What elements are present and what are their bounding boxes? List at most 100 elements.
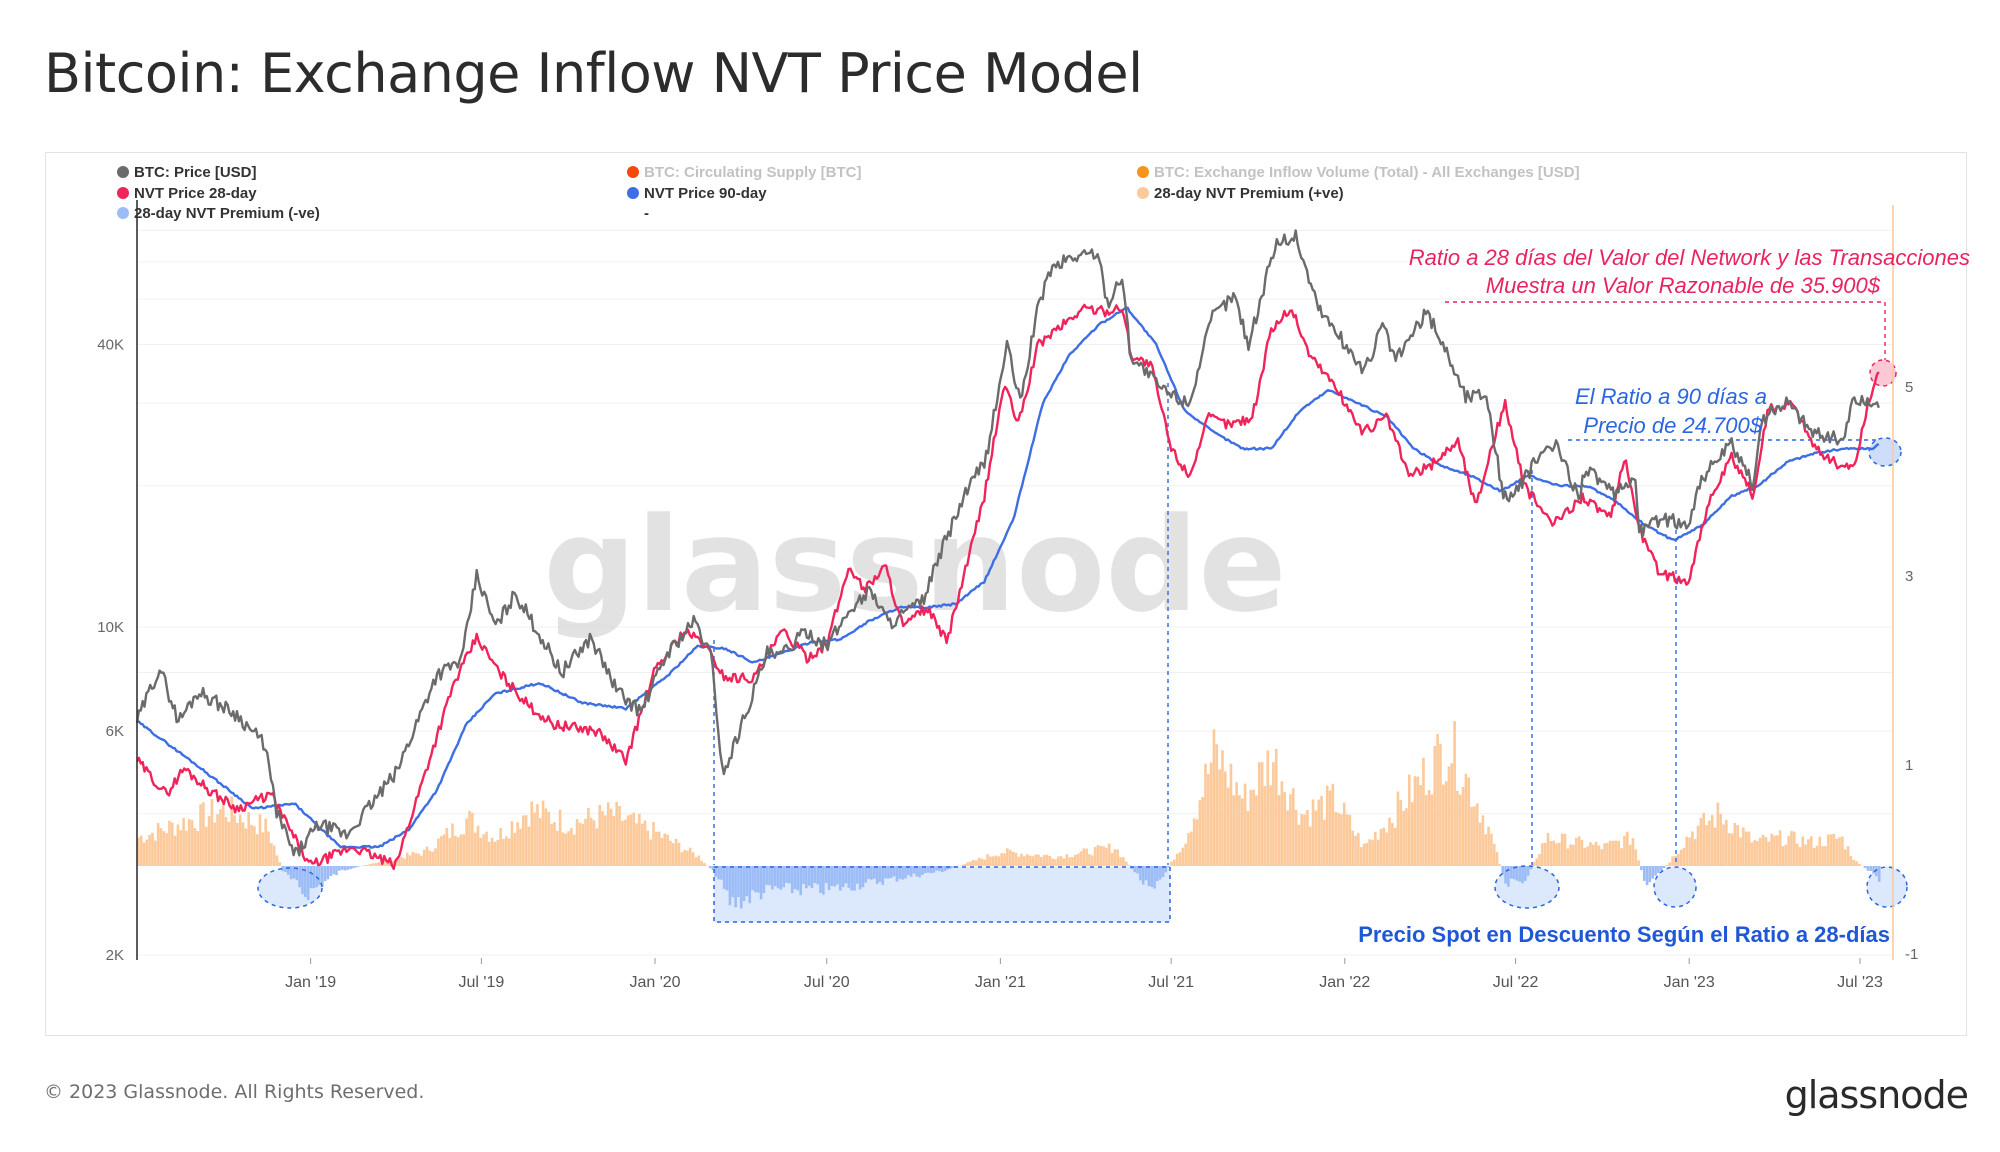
- premium-bar-positive: [1232, 795, 1236, 866]
- premium-bar-negative: [864, 866, 868, 883]
- premium-bar-negative: [810, 866, 814, 889]
- y-tick-label-right: 3: [1905, 568, 1913, 585]
- premium-bar-negative: [867, 866, 870, 879]
- premium-bar-negative: [354, 866, 358, 868]
- premium-bar-positive: [1713, 827, 1717, 866]
- premium-bar-positive: [1224, 771, 1227, 866]
- x-tick-label: Jul '23: [1837, 974, 1883, 991]
- premium-bar-positive: [1088, 854, 1091, 866]
- annotation-text: Muestra un Valor Razonable de 35.900$: [1486, 273, 1881, 298]
- premium-bar-positive: [1243, 783, 1247, 866]
- premium-bar-positive: [1575, 837, 1578, 866]
- premium-bar-positive: [1368, 839, 1371, 866]
- premium-bar-positive: [604, 815, 607, 866]
- premium-bar-positive: [589, 817, 593, 866]
- premium-bar-negative: [343, 866, 347, 871]
- premium-bar-positive: [1051, 858, 1054, 866]
- premium-bar-positive: [1246, 811, 1250, 866]
- premium-bar-positive: [414, 853, 418, 866]
- premium-bar-positive: [1775, 835, 1779, 866]
- premium-bar-negative: [1866, 866, 1870, 871]
- premium-bar-positive: [1855, 861, 1858, 866]
- premium-bar-positive: [236, 822, 239, 866]
- premium-bar-positive: [1402, 810, 1405, 866]
- premium-bar-positive: [363, 865, 367, 866]
- premium-bar-positive: [1020, 853, 1023, 866]
- premium-bar-negative: [717, 866, 720, 880]
- premium-bar-positive: [1034, 854, 1037, 866]
- x-tick-label: Jan '20: [629, 974, 680, 991]
- premium-bar-positive: [1215, 744, 1219, 866]
- premium-bar-negative: [921, 866, 924, 875]
- premium-bar-negative: [1153, 866, 1156, 889]
- premium-bar-positive: [1294, 809, 1298, 866]
- premium-bar-positive: [1323, 819, 1326, 866]
- premium-bar-positive: [1249, 790, 1253, 866]
- premium-bar-negative: [1645, 866, 1649, 886]
- premium-bar-negative: [926, 866, 930, 873]
- premium-bar-positive: [649, 839, 652, 866]
- premium-bar-positive: [1286, 810, 1289, 866]
- premium-bar-positive: [397, 857, 401, 866]
- premium-bar-positive: [1456, 791, 1459, 866]
- premium-bar-negative: [1139, 866, 1142, 881]
- premium-bar-positive: [1124, 861, 1128, 866]
- premium-bar-negative: [841, 866, 845, 888]
- premium-bar-positive: [145, 839, 149, 866]
- premium-bar-positive: [1306, 809, 1309, 866]
- premium-bar-positive: [1260, 762, 1264, 866]
- premium-bar-positive: [1750, 842, 1754, 866]
- premium-bar-positive: [1767, 841, 1771, 866]
- premium-bar-positive: [1736, 825, 1739, 866]
- premium-bar-positive: [1365, 842, 1369, 866]
- premium-bar-positive: [1742, 827, 1745, 866]
- premium-bar-negative: [915, 866, 919, 877]
- premium-bar-positive: [1042, 854, 1046, 866]
- premium-bar-negative: [320, 866, 324, 888]
- premium-bar-negative: [281, 866, 284, 872]
- premium-bar-negative: [298, 866, 301, 888]
- premium-bar-positive: [411, 851, 415, 866]
- premium-bar-negative: [1515, 866, 1519, 881]
- premium-bar-negative: [737, 866, 740, 898]
- premium-bar-positive: [652, 821, 655, 866]
- premium-bar-negative: [734, 866, 737, 908]
- premium-bar-negative: [1156, 866, 1159, 882]
- premium-bar-positive: [660, 838, 664, 866]
- premium-bar-positive: [428, 850, 432, 866]
- premium-bar-positive: [553, 822, 556, 866]
- premium-bar-negative: [853, 866, 856, 891]
- premium-bar-positive: [261, 832, 265, 866]
- axes: 2K 6K 10K 40K -1 1 3 5 Jan '19 Jul '19 Jan '20 Jul …: [97, 200, 1918, 991]
- discount-rect: [713, 866, 1171, 923]
- premium-bar-negative: [742, 866, 746, 902]
- premium-bar-negative: [861, 866, 865, 888]
- premium-bar-positive: [1705, 825, 1708, 866]
- premium-bar-positive: [1634, 849, 1638, 866]
- premium-bar-negative: [312, 866, 316, 889]
- premium-bar-positive: [173, 835, 177, 866]
- premium-bar-positive: [1637, 860, 1640, 866]
- premium-bar-negative: [748, 866, 752, 904]
- premium-bar-positive: [1040, 857, 1043, 866]
- premium-bar-positive: [972, 859, 975, 866]
- premium-bar-positive: [468, 810, 471, 866]
- premium-bar-negative: [1147, 866, 1151, 887]
- premium-bar-positive: [986, 854, 989, 866]
- premium-bar-positive: [1413, 776, 1417, 866]
- premium-bar-positive: [1773, 835, 1776, 866]
- premium-bar-positive: [1558, 842, 1561, 866]
- premium-bar-positive: [1617, 840, 1621, 866]
- premium-bar-negative: [788, 866, 791, 884]
- premium-bar-negative: [335, 866, 338, 876]
- premium-bar-positive: [1419, 785, 1422, 866]
- premium-bar-positive: [1263, 786, 1267, 866]
- premium-bar-positive: [538, 818, 542, 866]
- premium-bar-positive: [1535, 858, 1538, 866]
- premium-bar-negative: [1657, 866, 1660, 874]
- premium-bar-positive: [1037, 854, 1040, 866]
- premium-bar-negative: [765, 866, 769, 885]
- premium-bar-positive: [533, 812, 536, 866]
- premium-bar-positive: [558, 809, 562, 866]
- premium-bar-positive: [439, 836, 443, 866]
